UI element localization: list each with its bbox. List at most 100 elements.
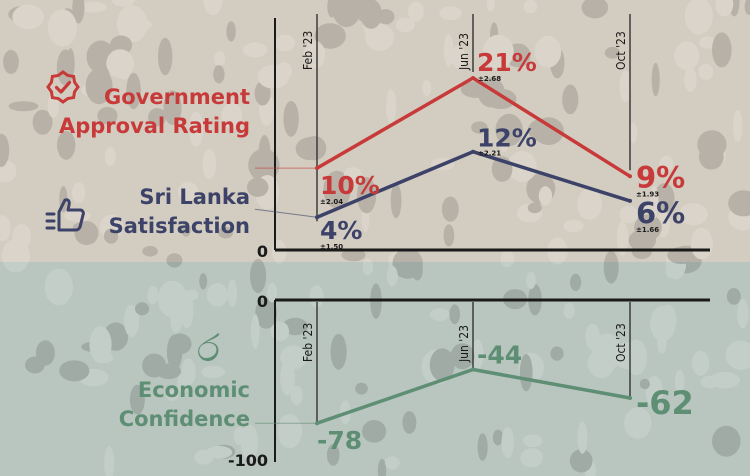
- economic-point-1: [471, 367, 475, 372]
- bottom-x-tick-label-0: Feb '23: [301, 323, 315, 362]
- texture-blob: [274, 34, 296, 52]
- labels: 0 0 -100 Feb '23 Jun '23 Oct '23 Feb '23 Jun '2…: [228, 31, 694, 470]
- texture-blob: [707, 142, 726, 167]
- texture-blob: [194, 449, 214, 465]
- satisfaction-margin-label-0: ±1.50: [320, 243, 343, 251]
- texture-blob: [411, 259, 423, 281]
- texture-blob: [377, 9, 395, 25]
- satisfaction-point-1: [471, 149, 475, 154]
- legend-economic: Economic Confidence: [119, 376, 250, 434]
- bottom-x-tick-label-2: Oct '23: [614, 323, 628, 362]
- texture-blob: [189, 111, 204, 147]
- texture-blob: [520, 448, 543, 468]
- texture-blob: [577, 421, 588, 454]
- texture-blob: [577, 188, 602, 220]
- texture-blob: [283, 100, 299, 137]
- texture-blob: [523, 0, 538, 14]
- texture-blob: [471, 339, 484, 370]
- texture-blob: [684, 67, 697, 92]
- texture-blob: [12, 4, 44, 30]
- texture-blob: [500, 250, 515, 268]
- government-margin-label-0: ±2.04: [320, 198, 343, 206]
- texture-blob: [177, 181, 199, 201]
- texture-blob: [250, 314, 260, 349]
- texture-blob: [254, 81, 271, 106]
- texture-blob: [280, 360, 295, 396]
- texture-blob: [674, 369, 685, 393]
- texture-blob: [8, 101, 39, 112]
- texture-blob: [59, 360, 90, 382]
- verified-badge-icon: [46, 70, 80, 104]
- texture-blob: [725, 340, 750, 370]
- texture-blob: [47, 9, 77, 47]
- texture-blob: [25, 356, 45, 374]
- legend-government-line1: Government: [103, 85, 250, 109]
- rupee-symbol-icon: ර: [197, 326, 220, 370]
- legend-satisfaction: Sri Lanka Satisfaction: [109, 183, 250, 241]
- texture-blob: [282, 317, 309, 336]
- texture-blob: [309, 285, 324, 308]
- satisfaction-margin-label-2: ±1.66: [636, 226, 659, 234]
- government-point-2: [628, 174, 632, 179]
- economic-point-2: [628, 396, 632, 400]
- texture-blob: [156, 363, 181, 380]
- texture-blob: [168, 333, 192, 355]
- texture-blob: [526, 271, 536, 290]
- texture-blob: [570, 273, 582, 291]
- texture-blob: [3, 49, 19, 74]
- texture-blob: [148, 108, 167, 127]
- texture-blob: [106, 49, 134, 78]
- texture-blob: [275, 62, 293, 80]
- texture-blob: [699, 36, 716, 49]
- texture-blob: [429, 308, 450, 321]
- texture-blob: [614, 342, 639, 370]
- texture-blob: [8, 5, 39, 23]
- texture-blob: [255, 175, 280, 210]
- texture-blob: [591, 333, 622, 371]
- texture-blob: [170, 307, 183, 333]
- texture-blob: [429, 348, 455, 382]
- texture-blob: [277, 414, 303, 449]
- texture-blob: [206, 446, 233, 459]
- texture-blob: [327, 0, 337, 18]
- texture-blob: [362, 420, 387, 443]
- texture-blob: [56, 130, 76, 160]
- texture-blob: [441, 196, 459, 222]
- texture-blob: [281, 360, 294, 393]
- texture-blob: [103, 322, 129, 351]
- texture-blob: [563, 219, 584, 233]
- texture-blob: [477, 433, 488, 461]
- government-value-label-1: 21%: [477, 48, 537, 77]
- texture-blob: [361, 204, 370, 232]
- texture-blob: [674, 41, 700, 71]
- texture-blob: [550, 346, 564, 361]
- thumbs-up-icon: [45, 198, 85, 232]
- texture-blob: [650, 305, 676, 342]
- texture-blob: [56, 23, 69, 42]
- bottom-y-tick-label-zero: 0: [257, 292, 268, 311]
- texture-blob: [303, 40, 326, 69]
- texture-blob: [180, 290, 194, 329]
- texture-blob: [213, 65, 225, 84]
- texture-blob: [715, 0, 734, 17]
- texture-blob: [166, 334, 183, 370]
- texture-blob: [213, 444, 236, 459]
- legend-satisfaction-line1: Sri Lanka: [139, 185, 250, 209]
- texture-blob: [355, 0, 368, 22]
- texture-blob: [645, 376, 663, 408]
- economic-value-label-2: -62: [636, 384, 694, 422]
- texture-blob: [214, 51, 226, 67]
- texture-blob: [585, 323, 600, 351]
- texture-blob: [343, 167, 362, 181]
- texture-blob: [728, 204, 750, 231]
- satisfaction-value-label-1: 12%: [477, 124, 537, 153]
- texture-blob: [697, 130, 727, 159]
- texture-blob: [698, 144, 724, 170]
- satisfaction-point-0: [315, 215, 319, 220]
- texture-blob: [226, 21, 236, 42]
- texture-blob: [118, 61, 131, 80]
- texture-blob: [443, 224, 455, 247]
- texture-blob: [656, 210, 670, 238]
- government-point-1: [471, 76, 475, 80]
